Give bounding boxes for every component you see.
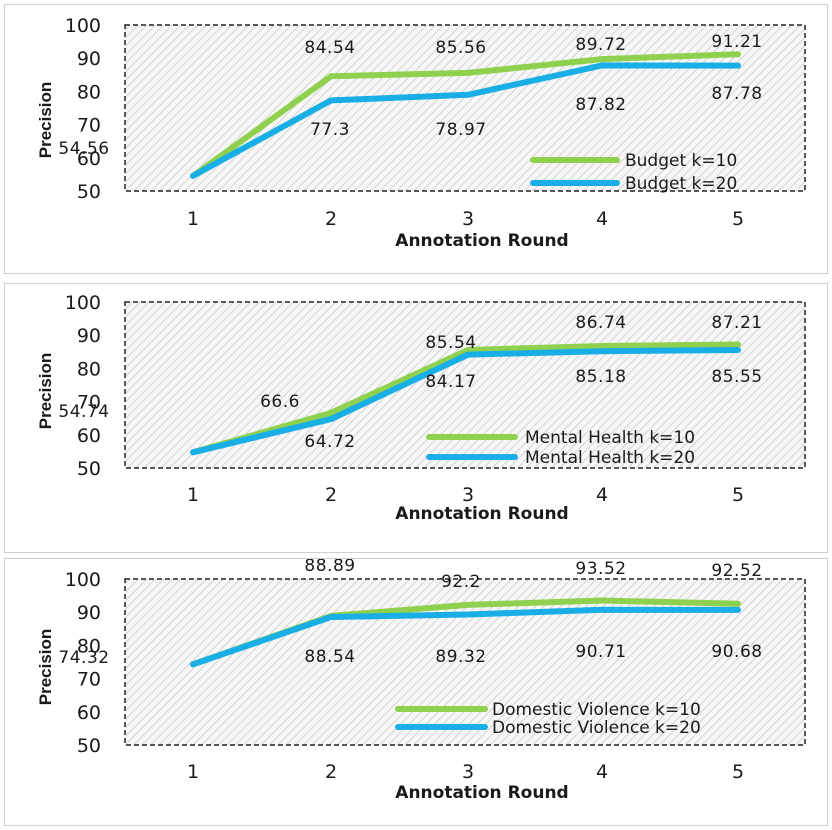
x-tick-label: 2 <box>325 761 337 783</box>
data-label: 88.89 <box>304 559 355 576</box>
x-tick-label: 3 <box>462 761 474 783</box>
y-tick-label: 90 <box>77 602 101 624</box>
data-label: 87.82 <box>575 95 626 115</box>
y-tick-label: 60 <box>77 425 101 447</box>
series-line-mental-health-k-10 <box>190 341 741 456</box>
x-tick-label: 2 <box>325 208 337 230</box>
data-label: 91.21 <box>711 32 762 52</box>
x-tick-label: 3 <box>462 208 474 230</box>
legend-label: Budget k=20 <box>625 174 737 194</box>
data-label: 89.32 <box>435 647 486 667</box>
series-line-budget-k-20 <box>190 62 741 179</box>
mental-health-chart-panel: 50 60 70 80 90 100 1 2 3 4 5 Annotation Round Precis… <box>4 283 828 553</box>
y-tick-label: 50 <box>77 735 101 757</box>
x-tick-label: 1 <box>187 208 199 230</box>
data-label: 90.71 <box>575 642 626 662</box>
series-line-budget-k-10 <box>190 51 741 179</box>
data-label: 92.52 <box>711 561 762 581</box>
x-axis-title: Annotation Round <box>395 504 568 524</box>
series-line-domestic-violence-k-20 <box>190 606 741 668</box>
data-label: 89.72 <box>575 35 626 55</box>
y-tick-label: 100 <box>65 15 101 37</box>
x-tick-label: 4 <box>596 761 608 783</box>
series-line-mental-health-k-20 <box>190 347 741 456</box>
y-tick-label: 70 <box>77 392 101 414</box>
data-label: 66.6 <box>260 392 300 412</box>
x-tick-label: 4 <box>596 208 608 230</box>
data-label: 85.54 <box>425 333 476 353</box>
y-tick-label: 80 <box>77 81 101 103</box>
legend-label: Budget k=10 <box>625 151 737 171</box>
legend-label: Mental Health k=20 <box>525 448 695 468</box>
data-label: 87.21 <box>711 313 762 333</box>
x-tick-label: 1 <box>187 484 199 506</box>
y-tick-label: 90 <box>77 48 101 70</box>
y-tick-label: 90 <box>77 325 101 347</box>
x-axis-title: Annotation Round <box>395 783 568 803</box>
y-tick-label: 70 <box>77 115 101 137</box>
y-tick-label: 80 <box>77 635 101 657</box>
plot-area <box>124 24 806 192</box>
data-label: 88.54 <box>304 647 355 667</box>
data-label: 90.68 <box>711 642 762 662</box>
x-axis-title: Annotation Round <box>395 231 568 251</box>
x-tick-label: 3 <box>462 484 474 506</box>
x-tick-label: 5 <box>732 208 744 230</box>
budget-chart-panel: 50 60 70 80 90 100 1 2 3 4 5 Annotation Round Precis… <box>4 4 828 274</box>
legend-label: Mental Health k=10 <box>525 428 695 448</box>
x-tick-label: 4 <box>596 484 608 506</box>
y-tick-label: 100 <box>65 569 101 591</box>
y-axis-title: Precision <box>36 82 55 159</box>
x-tick-label: 5 <box>732 484 744 506</box>
data-label: 74.32 <box>58 648 109 668</box>
x-tick-label: 2 <box>325 484 337 506</box>
data-label: 92.2 <box>441 572 481 592</box>
x-tick-label: 5 <box>732 761 744 783</box>
y-tick-label: 60 <box>77 702 101 724</box>
domestic-violence-chart: 50 60 70 80 90 100 1 2 3 4 5 Annotation Round Precis… <box>36 559 806 803</box>
data-label: 85.55 <box>711 367 762 387</box>
y-tick-label: 70 <box>77 669 101 691</box>
data-label: 77.3 <box>310 120 350 140</box>
data-label: 64.72 <box>304 432 355 452</box>
data-label: 54.56 <box>58 139 109 159</box>
data-label: 86.74 <box>575 313 626 333</box>
data-label: 93.52 <box>575 559 626 579</box>
legend-label: Domestic Violence k=10 <box>492 700 701 720</box>
y-tick-label: 80 <box>77 358 101 380</box>
data-label: 84.17 <box>425 372 476 392</box>
legend-label: Domestic Violence k=20 <box>492 718 701 738</box>
data-label: 87.78 <box>711 84 762 104</box>
data-label: 78.97 <box>435 120 486 140</box>
x-tick-label: 1 <box>187 761 199 783</box>
y-tick-label: 50 <box>77 181 101 203</box>
y-axis-title: Precision <box>36 629 55 706</box>
y-tick-label: 60 <box>77 148 101 170</box>
y-axis-title: Precision <box>36 353 55 430</box>
data-label: 85.56 <box>435 38 486 58</box>
data-label: 54.74 <box>58 402 109 422</box>
y-tick-label: 50 <box>77 458 101 480</box>
data-label: 85.18 <box>575 367 626 387</box>
domestic-violence-chart-panel: 50 60 70 80 90 100 1 2 3 4 5 Annotation Round Precis… <box>4 558 828 826</box>
budget-chart: 50 60 70 80 90 100 1 2 3 4 5 Annotation Round Precis… <box>36 15 806 251</box>
y-tick-label: 100 <box>65 292 101 314</box>
mental-health-chart: 50 60 70 80 90 100 1 2 3 4 5 Annotation Round Precis… <box>36 292 806 524</box>
data-label: 84.54 <box>304 38 355 58</box>
